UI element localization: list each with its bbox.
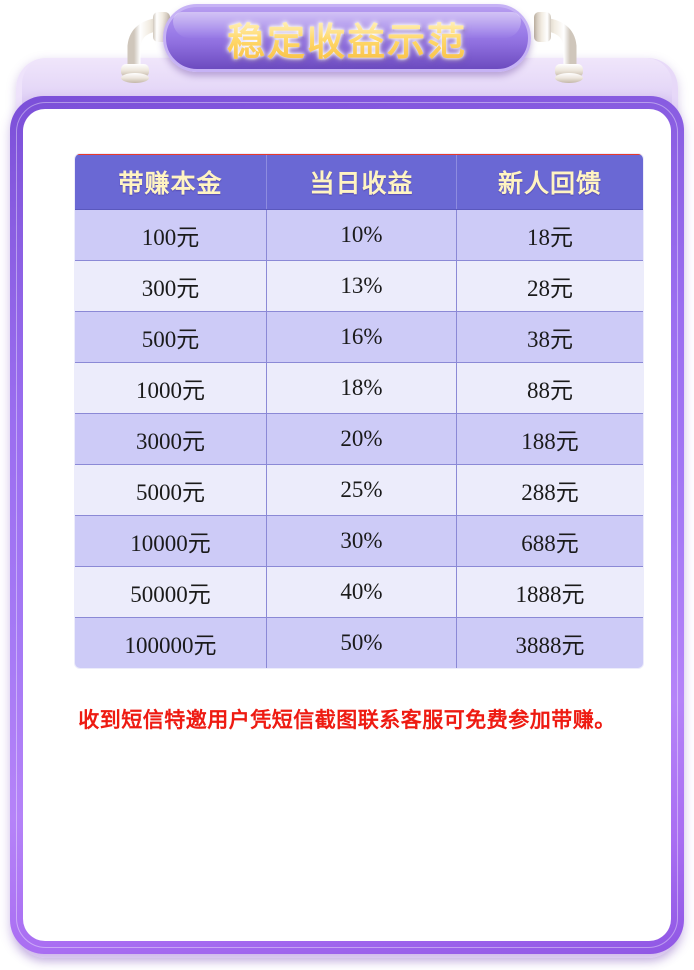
purple-frame: 带赚本金 当日收益 新人回馈 100元 10% 18元 300元 13% 28元 500元 1… bbox=[10, 96, 684, 954]
cell-newbie-bonus: 3888元 bbox=[456, 616, 643, 668]
cell-daily-rate: 18% bbox=[266, 361, 457, 414]
cell-daily-rate: 10% bbox=[266, 208, 457, 261]
cell-principal: 100元 bbox=[75, 208, 267, 261]
column-header-principal: 带赚本金 bbox=[75, 153, 267, 210]
cell-daily-rate: 20% bbox=[266, 412, 457, 465]
table-row: 500元 16% 38元 bbox=[75, 310, 643, 363]
table-row: 50000元 40% 1888元 bbox=[75, 565, 643, 618]
cell-principal: 500元 bbox=[75, 310, 267, 363]
cell-daily-rate: 25% bbox=[266, 463, 457, 516]
table-body: 100元 10% 18元 300元 13% 28元 500元 16% 38元 1000元 18% 88… bbox=[75, 208, 643, 668]
title-banner-pill bbox=[163, 4, 531, 72]
cell-principal: 10000元 bbox=[75, 514, 267, 567]
table-row: 5000元 25% 288元 bbox=[75, 463, 643, 516]
column-header-daily-rate: 当日收益 bbox=[266, 153, 457, 210]
cell-daily-rate: 16% bbox=[266, 310, 457, 363]
title-banner: 稳定收益示范 bbox=[0, 0, 694, 82]
column-header-newbie-bonus: 新人回馈 bbox=[456, 153, 643, 210]
cell-principal: 1000元 bbox=[75, 361, 267, 414]
table-row: 3000元 20% 188元 bbox=[75, 412, 643, 465]
cell-principal: 100000元 bbox=[75, 616, 267, 668]
table-row: 1000元 18% 88元 bbox=[75, 361, 643, 414]
cell-daily-rate: 50% bbox=[266, 616, 457, 668]
cell-principal: 5000元 bbox=[75, 463, 267, 516]
table-row: 10000元 30% 688元 bbox=[75, 514, 643, 567]
cell-newbie-bonus: 688元 bbox=[456, 514, 643, 567]
table-row: 100000元 50% 3888元 bbox=[75, 616, 643, 668]
cell-newbie-bonus: 288元 bbox=[456, 463, 643, 516]
cell-newbie-bonus: 88元 bbox=[456, 361, 643, 414]
cell-principal: 50000元 bbox=[75, 565, 267, 618]
cell-newbie-bonus: 188元 bbox=[456, 412, 643, 465]
cell-principal: 300元 bbox=[75, 259, 267, 312]
table-row: 300元 13% 28元 bbox=[75, 259, 643, 312]
cell-daily-rate: 40% bbox=[266, 565, 457, 618]
footer-note: 收到短信特邀用户凭短信截图联系客服可免费参加带赚。 bbox=[78, 709, 616, 732]
table-row: 100元 10% 18元 bbox=[75, 208, 643, 261]
cell-newbie-bonus: 18元 bbox=[456, 208, 643, 261]
cell-newbie-bonus: 1888元 bbox=[456, 565, 643, 618]
cell-newbie-bonus: 38元 bbox=[456, 310, 643, 363]
frame-interior: 带赚本金 当日收益 新人回馈 100元 10% 18元 300元 13% 28元 500元 1… bbox=[23, 109, 671, 941]
pipe-hook-right-icon bbox=[524, 6, 600, 93]
rate-table: 带赚本金 当日收益 新人回馈 100元 10% 18元 300元 13% 28元 500元 1… bbox=[74, 153, 644, 669]
cell-daily-rate: 30% bbox=[266, 514, 457, 567]
page-title: 稳定收益示范 bbox=[163, 4, 531, 72]
cell-daily-rate: 13% bbox=[266, 259, 457, 312]
cell-principal: 3000元 bbox=[75, 412, 267, 465]
cell-newbie-bonus: 28元 bbox=[456, 259, 643, 312]
table-header-row: 带赚本金 当日收益 新人回馈 bbox=[75, 153, 643, 210]
table-header: 带赚本金 当日收益 新人回馈 bbox=[75, 153, 643, 210]
